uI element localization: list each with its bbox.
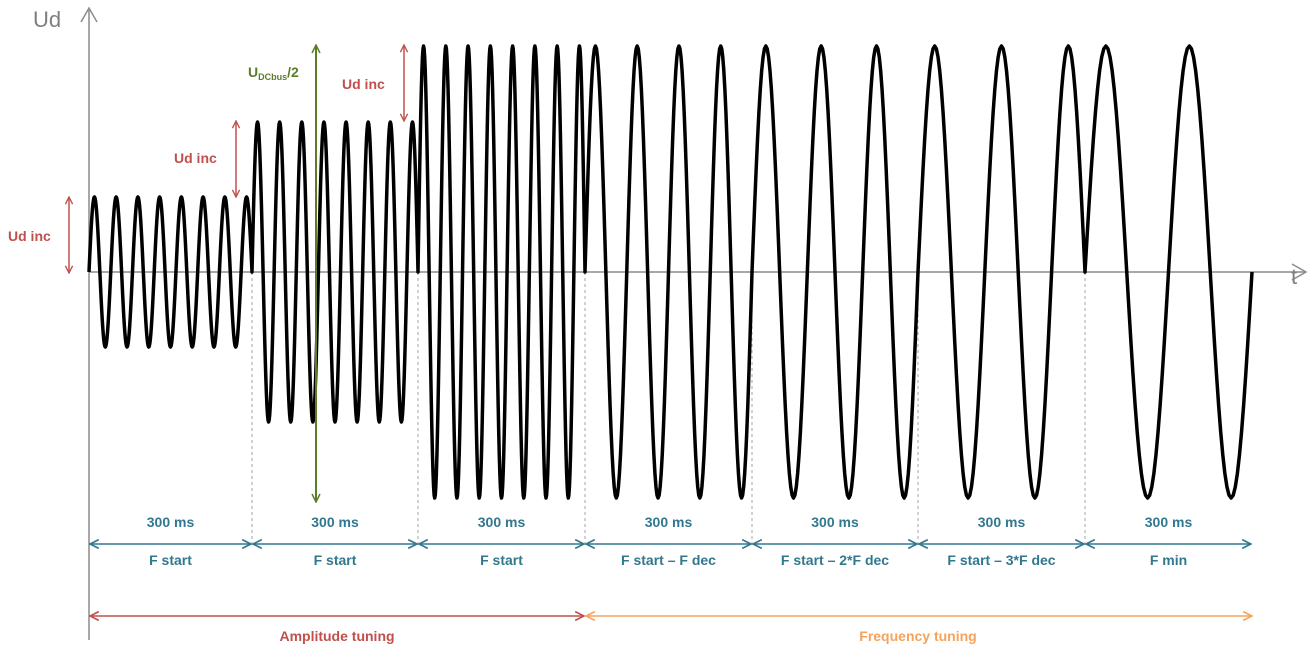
ud-inc-label-3: Ud inc — [342, 76, 385, 92]
interval-annotations: 300 ms F start 300 ms F start 300 ms F start 3… — [90, 514, 1251, 568]
interval-frequency-3: F start — [480, 552, 523, 568]
axes: Ud t — [33, 6, 1308, 640]
interval-duration-2: 300 ms — [311, 514, 359, 530]
interval-frequency-6: F start – 3*F dec — [947, 552, 1055, 568]
ud-inc-annotations: Ud inc Ud inc Ud inc — [8, 45, 404, 273]
interval-frequency-5: F start – 2*F dec — [781, 552, 889, 568]
interval-duration-6: 300 ms — [978, 514, 1026, 530]
phase-annotations: Amplitude tuning Frequency tuning — [90, 616, 1252, 644]
amplitude-tuning-label: Amplitude tuning — [279, 628, 394, 644]
ud-inc-label-2: Ud inc — [174, 150, 217, 166]
dcbus-annotation: UDCbus/2 — [248, 45, 316, 502]
interval-duration-5: 300 ms — [811, 514, 859, 530]
interval-duration-7: 300 ms — [1145, 514, 1193, 530]
frequency-tuning-label: Frequency tuning — [859, 628, 976, 644]
interval-duration-1: 300 ms — [147, 514, 195, 530]
y-axis-label: Ud — [33, 7, 61, 32]
interval-duration-4: 300 ms — [645, 514, 693, 530]
interval-frequency-2: F start — [314, 552, 357, 568]
y-axis-arrowhead-icon — [80, 6, 98, 23]
interval-frequency-4: F start – F dec — [621, 552, 716, 568]
interval-frequency-1: F start — [149, 552, 192, 568]
interval-duration-3: 300 ms — [478, 514, 526, 530]
x-axis-arrowhead-icon — [1291, 263, 1308, 281]
ud-inc-label-1: Ud inc — [8, 228, 51, 244]
interval-frequency-7: F min — [1150, 552, 1187, 568]
voltage-waveform — [87, 44, 1254, 500]
dcbus-label: UDCbus/2 — [248, 64, 299, 82]
x-axis-label: t — [1291, 264, 1297, 289]
